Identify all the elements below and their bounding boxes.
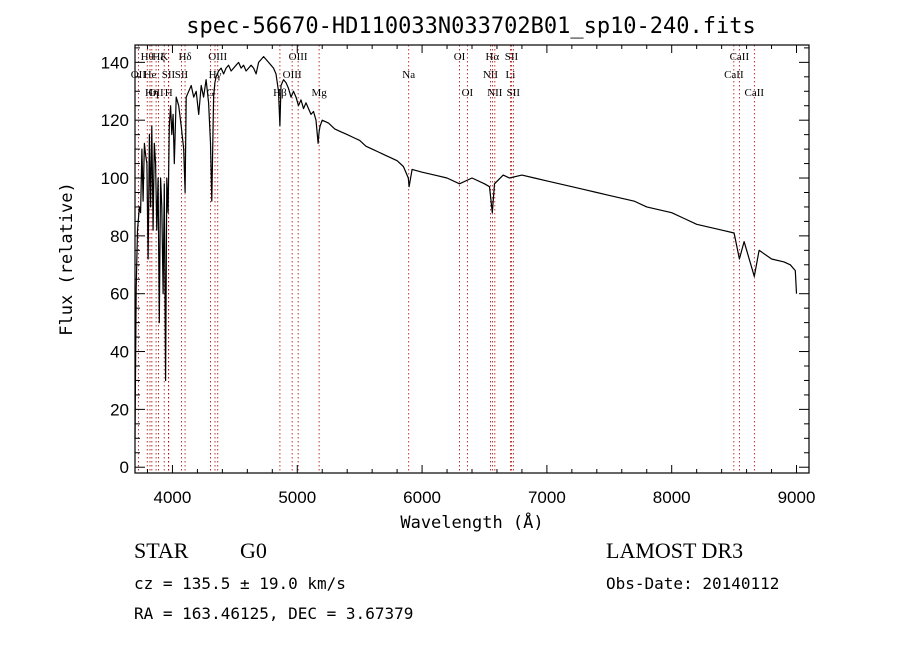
line-marker-label: CaII [724,69,744,81]
y-tick-label: 0 [120,458,129,477]
y-tick-label: 80 [110,227,129,246]
line-marker-label: H [165,87,173,99]
line-marker-label: OIII [283,69,302,81]
line-marker-label: OI [462,87,474,99]
y-tick-label: 40 [110,343,129,362]
y-axis-ticks: 0 20 40 60 80 100 120 140 [101,47,809,477]
line-marker-label: SII [175,69,189,81]
x-tick-label: 6000 [403,488,441,507]
y-tick-label: 120 [101,111,129,130]
y-tick-label: 60 [110,285,129,304]
observation-date: Obs-Date: 20140112 [606,574,780,593]
x-tick-label: 5000 [278,488,316,507]
chart-title: spec-56670-HD110033N033702B01_sp10-240.f… [186,14,756,39]
x-axis-ticks: 4000 5000 6000 7000 8000 9000 [146,45,816,507]
survey-release: LAMOST DR3 [606,538,744,563]
line-marker-label: OII [148,87,164,99]
object-type: STAR [134,538,189,563]
line-marker-label: Na [402,69,415,81]
line-marker-label: K [160,51,168,63]
line-marker-label: Hβ [273,87,287,99]
line-marker-label: G [207,87,215,99]
y-axis-label: Flux (relative) [57,182,77,336]
line-marker-label: CaII [745,87,765,99]
line-marker-label: CaII [730,51,750,63]
spectral-line-markers: OIIHθHeHηOIIHζKSIIHHδSIIGHγOIIIHβOIIIOII… [131,45,765,473]
plot-frame [134,44,810,474]
line-marker-label: He [144,69,157,81]
spectrum-line [134,55,798,439]
line-marker-label: Hα [485,51,499,63]
x-tick-label: 9000 [778,488,816,507]
line-marker-label: OIII [208,51,227,63]
line-marker-label: Hζ [152,51,165,63]
line-marker-label: Mg [311,87,327,99]
line-marker-label: Hη [145,87,159,99]
spectral-subclass: G0 [240,538,267,563]
x-tick-label: 8000 [653,488,691,507]
line-marker-label: Hδ [178,51,191,63]
line-marker-label: OI [454,51,466,63]
line-marker-label: Li [506,69,516,81]
x-tick-label: 7000 [528,488,566,507]
line-marker-label: SII [505,51,519,63]
line-marker-label: SII [162,69,176,81]
line-marker-label: SII [507,87,521,99]
y-tick-label: 100 [101,169,129,188]
y-tick-label: 140 [101,53,129,72]
redshift-value: cz = 135.5 ± 19.0 km/s [134,574,346,593]
x-axis-label: Wavelength (Å) [400,511,543,533]
coordinates: RA = 163.46125, DEC = 3.67379 [134,604,414,623]
line-marker-label: NII [487,87,503,99]
line-marker-label: NII [483,69,499,81]
x-tick-label: 4000 [154,488,192,507]
line-marker-label: OIII [289,51,308,63]
y-tick-label: 20 [110,400,129,419]
line-marker-label: Hθ [141,51,154,63]
